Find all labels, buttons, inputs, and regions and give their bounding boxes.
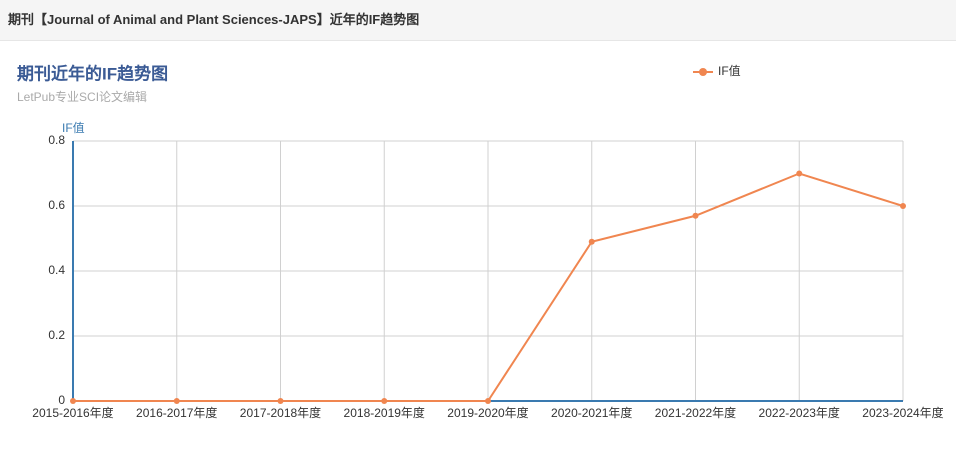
point: [588, 238, 595, 245]
y-axis-label: IF值: [62, 120, 85, 135]
y-tick-label: 0.2: [48, 328, 65, 342]
y-tick-label: 0: [58, 393, 65, 407]
point: [381, 398, 388, 404]
x-tick-label: 2017-2018年度: [240, 405, 321, 420]
y-tick-label: 0.6: [48, 198, 65, 212]
legend-label: IF值: [718, 63, 741, 78]
chart: 期刊近年的IF趋势图 LetPub专业SCI论文编辑 IF值 0 0.2 0.4 0.…: [17, 63, 944, 420]
x-tick-label: 2016-2017年度: [136, 405, 217, 420]
chart-subtitle: LetPub专业SCI论文编辑: [17, 89, 147, 104]
x-tick-label: 2018-2019年度: [344, 405, 425, 420]
point: [692, 212, 699, 219]
header-title: 期刊【Journal of Animal and Plant Sciences-…: [0, 0, 956, 41]
x-tick-label: 2021-2022年度: [655, 405, 736, 420]
point: [70, 398, 76, 404]
x-tick-label: 2015-2016年度: [32, 405, 113, 420]
legend-marker: [699, 68, 707, 76]
x-tick-label: 2022-2023年度: [759, 405, 840, 420]
point: [173, 398, 180, 404]
point: [900, 203, 906, 209]
chart-title: 期刊近年的IF趋势图: [17, 63, 168, 83]
x-tick-label: 2023-2024年度: [862, 405, 943, 420]
x-tick-label: 2019-2020年度: [447, 405, 528, 420]
point: [485, 398, 491, 404]
x-tick-label: 2020-2021年度: [551, 405, 632, 420]
point: [796, 170, 803, 177]
y-tick-label: 0.4: [48, 263, 65, 277]
y-tick-label: 0.8: [48, 133, 65, 147]
point: [277, 398, 284, 404]
